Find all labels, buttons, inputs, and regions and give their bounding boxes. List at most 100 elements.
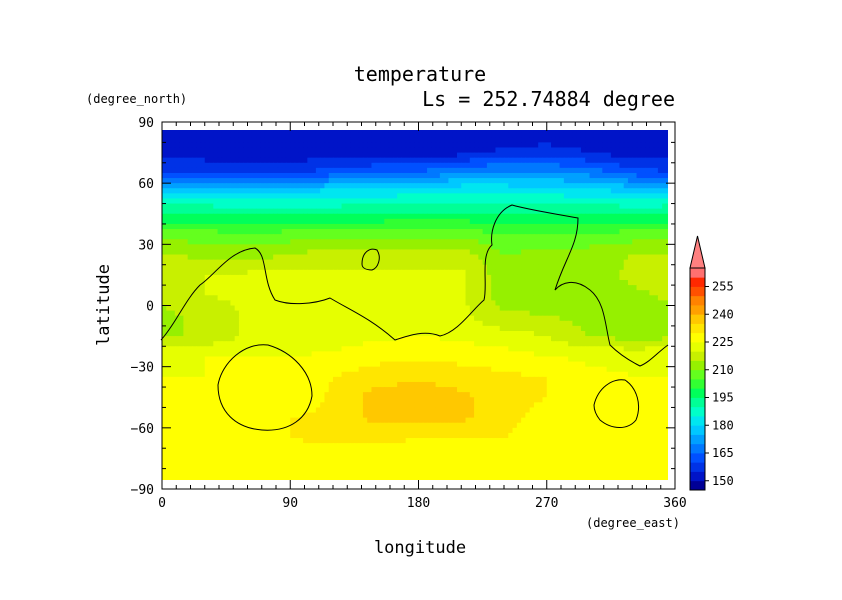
field-cell (499, 244, 505, 251)
field-cell (174, 167, 180, 174)
field-cell (542, 290, 548, 296)
field-cell (640, 300, 646, 307)
field-cell (461, 198, 467, 205)
field-cell (350, 249, 355, 256)
field-cell (243, 290, 249, 296)
field-cell (200, 142, 206, 149)
field-cell (256, 290, 261, 296)
field-cell (247, 239, 253, 245)
field-cell (324, 167, 330, 174)
field-cell (478, 162, 484, 169)
field-cell (362, 167, 368, 174)
field-cell (499, 290, 505, 296)
field-cell (384, 223, 390, 230)
field-cell (649, 132, 655, 138)
field-cell (474, 213, 479, 220)
field-cell (204, 157, 210, 164)
field-cell (627, 137, 633, 143)
field-cell (247, 244, 253, 251)
field-cell (243, 172, 249, 179)
field-cell (521, 290, 526, 296)
field-cell (196, 325, 202, 332)
field-cell (568, 320, 573, 327)
field-cell (380, 183, 385, 189)
field-cell (615, 244, 621, 251)
field-cell (546, 274, 552, 281)
field-cell (345, 198, 351, 205)
field-cell (427, 259, 432, 266)
field-cell (645, 259, 650, 266)
field-cell (662, 183, 668, 189)
field-cell (187, 325, 193, 332)
field-cell (448, 259, 454, 266)
field-cell (337, 305, 343, 312)
field-cell (230, 280, 236, 286)
field-cell (593, 249, 599, 256)
field-cell (384, 239, 390, 245)
field-cell (474, 249, 479, 256)
field-cell (375, 208, 381, 215)
field-cell (358, 300, 364, 307)
field-cell (439, 203, 445, 210)
field-cell (508, 269, 514, 276)
field-cell (666, 254, 668, 261)
field-cell (529, 223, 535, 230)
field-cell (649, 162, 655, 169)
field-cell (341, 198, 347, 205)
field-cell (333, 310, 338, 317)
field-cell (375, 244, 381, 251)
field-cell (499, 239, 505, 245)
field-cell (191, 142, 197, 149)
field-cell (649, 203, 655, 210)
field-cell (264, 178, 270, 184)
field-cell (499, 269, 505, 276)
field-cell (559, 178, 565, 184)
field-cell (452, 274, 458, 281)
field-cell (328, 157, 334, 164)
field-cell (632, 218, 638, 225)
field-cell (371, 203, 377, 210)
field-cell (285, 229, 291, 235)
field-cell (448, 137, 454, 143)
field-cell (311, 137, 317, 143)
field-cell (486, 178, 492, 184)
field-cell (504, 244, 509, 251)
field-cell (598, 142, 603, 149)
field-cell (166, 239, 172, 245)
field-cell (521, 193, 526, 200)
field-cell (405, 130, 411, 133)
field-cell (248, 122, 253, 128)
field-cell (649, 208, 655, 215)
field-cell (324, 315, 330, 322)
field-cell (555, 122, 560, 128)
field-cell (645, 305, 650, 312)
field-cell (525, 285, 531, 291)
field-cell (315, 147, 321, 154)
field-cell (320, 198, 326, 205)
field-cell (422, 249, 428, 256)
field-cell (234, 229, 240, 235)
field-cell (324, 147, 330, 154)
field-cell (392, 310, 398, 317)
field-cell (196, 244, 202, 251)
field-cell (418, 223, 424, 230)
field-cell (350, 203, 355, 210)
field-cell (204, 203, 210, 210)
field-cell (183, 229, 189, 235)
field-cell (422, 264, 428, 271)
field-cell (371, 330, 377, 337)
field-cell (456, 229, 462, 235)
field-cell (174, 152, 180, 159)
field-cell (551, 218, 556, 225)
field-cell (234, 167, 240, 174)
field-cell (418, 274, 424, 281)
field-cell (516, 172, 522, 179)
field-cell (166, 234, 172, 240)
field-cell (593, 305, 599, 312)
field-cell (209, 249, 214, 256)
field-cell (580, 162, 586, 169)
field-cell (657, 218, 663, 225)
field-cell (290, 183, 296, 189)
field-cell (217, 295, 223, 302)
field-cell (315, 203, 321, 210)
